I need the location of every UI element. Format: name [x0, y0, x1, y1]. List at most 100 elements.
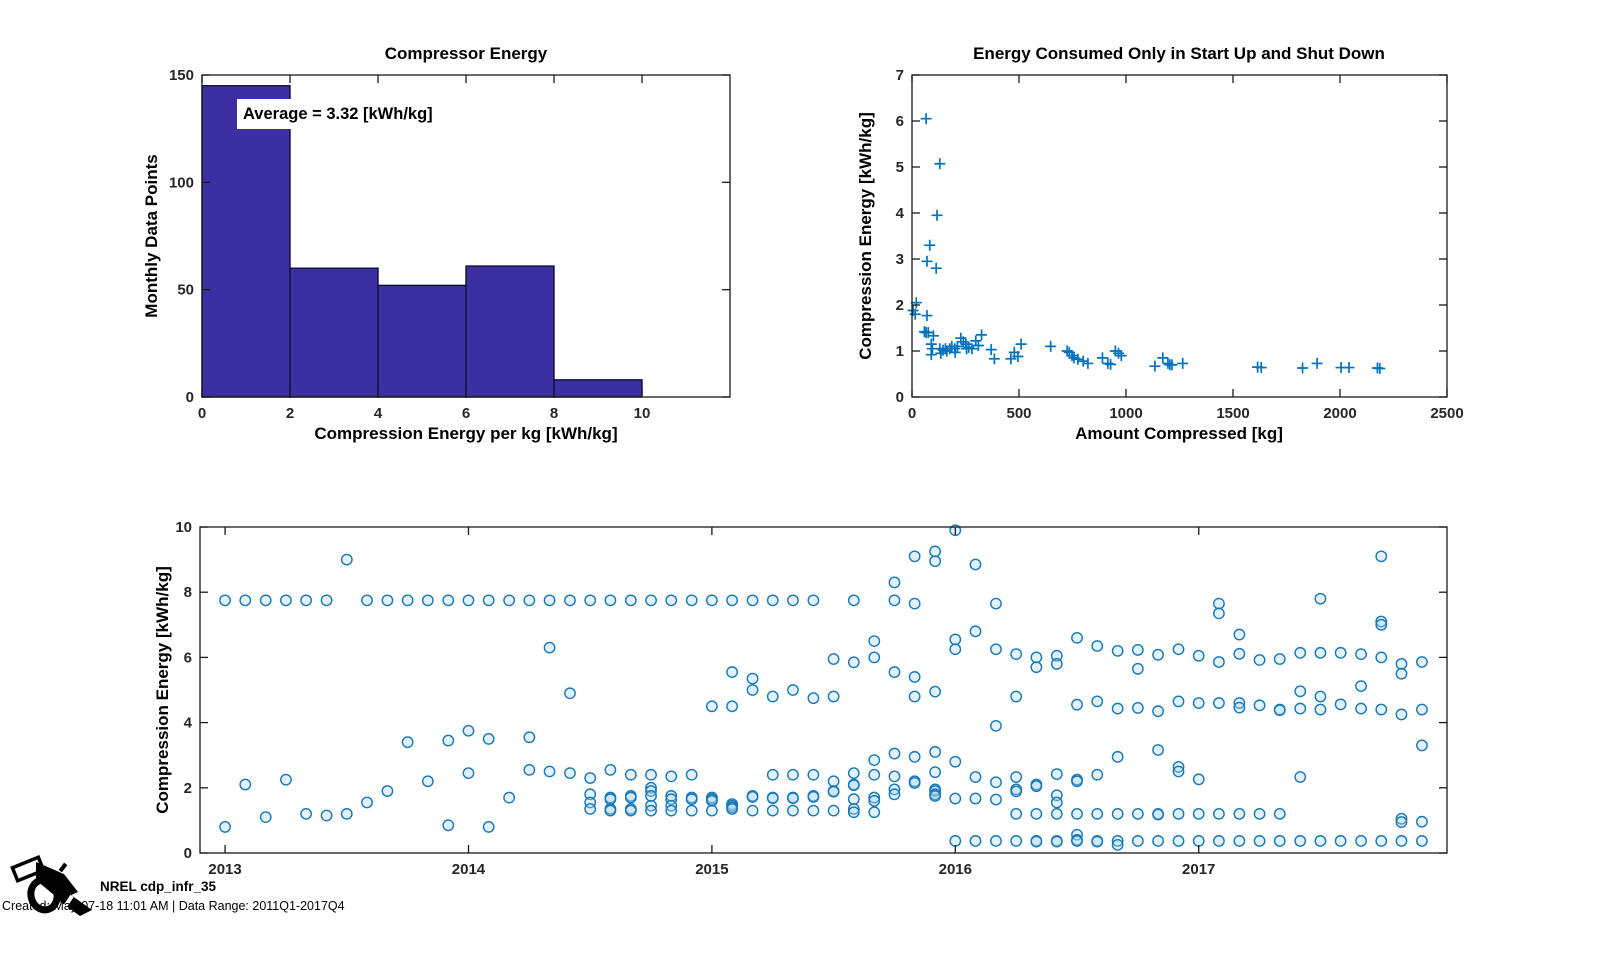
data-point [1050, 658, 1063, 670]
histogram-bar [201, 85, 291, 398]
timeseries-y-label: Compression Energy [kWh/kg] [153, 566, 172, 814]
data-point [1131, 644, 1144, 656]
data-point [1061, 345, 1073, 357]
data-point [1071, 698, 1083, 711]
x-tick-label: 2017 [1182, 861, 1215, 878]
data-point [1113, 347, 1125, 359]
data-point [1082, 357, 1094, 369]
x-tick-label: 10 [634, 405, 651, 422]
data-point [1077, 355, 1089, 367]
data-point [1395, 816, 1408, 828]
data-point [1314, 592, 1327, 605]
data-point [1111, 702, 1124, 715]
data-point [927, 330, 939, 342]
data-point [645, 768, 657, 781]
data-point [645, 804, 657, 817]
data-point [1111, 835, 1124, 847]
data-point [442, 819, 455, 832]
data-point [847, 594, 860, 607]
data-point [1050, 835, 1063, 848]
data-point [1091, 640, 1104, 652]
data-point [320, 594, 333, 607]
data-point [1005, 353, 1017, 365]
data-point [1314, 703, 1327, 716]
data-point [259, 594, 272, 607]
data-point [990, 719, 1002, 732]
data-point [827, 785, 840, 798]
data-point [1416, 703, 1428, 716]
data-point [931, 209, 943, 221]
y-tick-label: 1 [896, 343, 904, 360]
data-point [1213, 656, 1225, 668]
data-point [807, 791, 820, 803]
data-point [482, 733, 495, 745]
data-point [1172, 807, 1185, 820]
data-point [1253, 699, 1266, 712]
data-point [746, 594, 759, 607]
data-point [401, 736, 414, 749]
data-point [847, 779, 860, 792]
data-point [847, 656, 860, 669]
data-point [1375, 703, 1388, 716]
data-point [584, 788, 597, 801]
x-tick-label: 2 [286, 405, 294, 422]
data-point [888, 594, 901, 607]
data-point [1395, 835, 1408, 847]
data-point [1131, 835, 1144, 847]
data-point [1375, 835, 1388, 847]
data-point [543, 641, 556, 654]
data-point [624, 768, 637, 781]
data-point [1166, 359, 1178, 371]
startup-shutdown-title: Energy Consumed Only in Start Up and Shu… [973, 44, 1385, 63]
data-point [1311, 357, 1323, 369]
data-point [929, 766, 942, 779]
data-point [1343, 362, 1355, 374]
data-point [766, 594, 779, 607]
data-point [949, 633, 962, 646]
data-point [908, 671, 921, 683]
data-point [969, 558, 982, 571]
data-point [1010, 771, 1023, 783]
data-point [1416, 656, 1428, 668]
data-point [868, 806, 881, 819]
data-point [746, 804, 759, 817]
data-point [1255, 362, 1267, 374]
y-tick-label: 150 [169, 67, 194, 84]
data-point [925, 349, 937, 361]
startup-shutdown-y-label: Compression Energy [kWh/kg] [856, 112, 875, 360]
data-point [1314, 835, 1327, 847]
data-point [1072, 353, 1084, 365]
y-tick-label: 8 [184, 584, 192, 601]
data-point [827, 775, 840, 788]
plot-box [199, 526, 1448, 854]
data-point [1375, 550, 1388, 563]
data-point [847, 793, 860, 806]
data-point [1294, 685, 1307, 698]
x-tick-label: 1000 [1109, 405, 1142, 422]
data-point [925, 338, 937, 350]
data-point [604, 763, 617, 776]
histogram-bar [465, 265, 555, 398]
data-point [990, 776, 1002, 789]
data-point [868, 754, 881, 766]
x-tick-label: 1500 [1216, 405, 1249, 422]
data-point [361, 796, 373, 809]
data-point [1395, 667, 1408, 680]
data-point [645, 594, 657, 607]
data-point [888, 770, 901, 783]
data-point [239, 778, 252, 791]
created-timestamp: Created: May-07-18 11:01 AM | Data Range… [2, 899, 345, 913]
data-point [1294, 771, 1307, 783]
y-tick-label: 6 [184, 649, 192, 666]
data-point [908, 750, 921, 763]
data-point [827, 690, 840, 703]
data-point [1273, 653, 1286, 665]
data-point [1416, 739, 1428, 752]
data-point [1177, 357, 1189, 369]
data-point [1192, 649, 1205, 662]
data-point [584, 594, 597, 607]
data-point [1152, 835, 1164, 847]
data-point [726, 700, 738, 713]
data-point [1030, 661, 1043, 674]
